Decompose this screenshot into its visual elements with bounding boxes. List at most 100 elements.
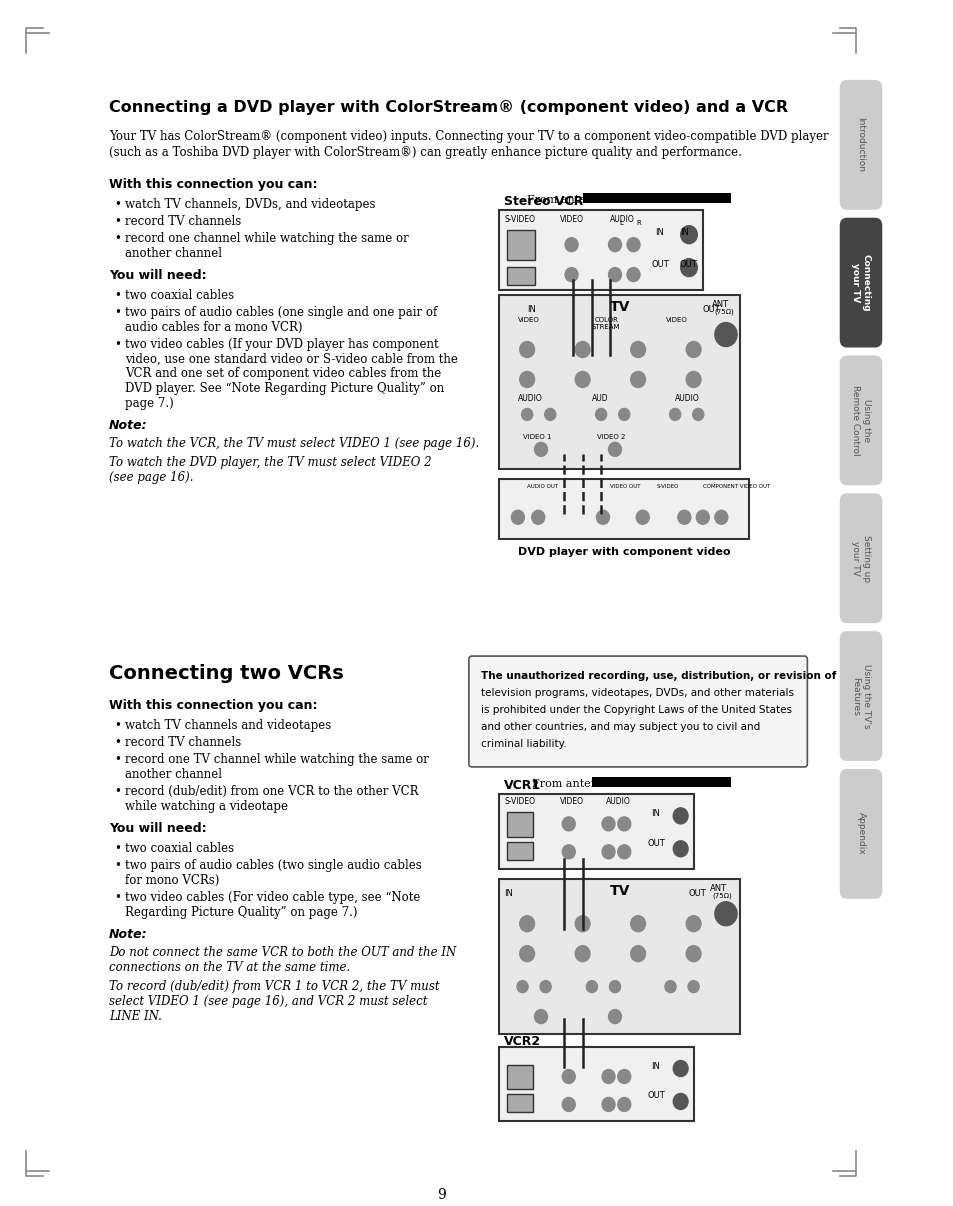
Text: Connecting a DVD player with ColorStream® (component video) and a VCR: Connecting a DVD player with ColorStream… — [109, 100, 787, 115]
Circle shape — [679, 226, 697, 244]
Text: •: • — [113, 198, 120, 211]
Circle shape — [692, 409, 703, 421]
Text: 9: 9 — [436, 1188, 445, 1202]
Text: Regarding Picture Quality” on page 7.): Regarding Picture Quality” on page 7.) — [125, 906, 357, 919]
Circle shape — [561, 1070, 575, 1083]
Text: Using the TV's
Features: Using the TV's Features — [850, 663, 870, 728]
Circle shape — [511, 510, 524, 525]
Text: VIDEO: VIDEO — [558, 797, 583, 806]
Text: To watch the VCR, the TV must select VIDEO 1 (see page 16).: To watch the VCR, the TV must select VID… — [109, 438, 478, 450]
Text: •: • — [113, 736, 120, 749]
Text: another channel: another channel — [125, 768, 222, 781]
Circle shape — [685, 371, 700, 387]
Text: IN: IN — [527, 305, 536, 314]
Circle shape — [575, 371, 589, 387]
Circle shape — [519, 371, 534, 387]
Circle shape — [673, 1094, 687, 1110]
Circle shape — [630, 946, 645, 961]
Text: two coaxial cables: two coaxial cables — [125, 842, 233, 855]
Text: IN: IN — [650, 809, 659, 818]
Circle shape — [534, 443, 547, 456]
Circle shape — [679, 258, 697, 276]
Text: for mono VCRs): for mono VCRs) — [125, 874, 219, 886]
Text: DVD player. See “Note Regarding Picture Quality” on: DVD player. See “Note Regarding Picture … — [125, 382, 444, 396]
Text: VCR and one set of component video cables from the: VCR and one set of component video cable… — [125, 368, 440, 380]
FancyBboxPatch shape — [498, 210, 702, 289]
Text: S-VIDEO: S-VIDEO — [503, 215, 535, 223]
FancyBboxPatch shape — [839, 631, 882, 761]
Circle shape — [630, 371, 645, 387]
Text: •: • — [113, 891, 120, 903]
Text: OUT: OUT — [688, 889, 706, 897]
Text: page 7.): page 7.) — [125, 398, 173, 410]
Circle shape — [608, 1009, 620, 1024]
Circle shape — [669, 409, 679, 421]
Text: •: • — [113, 338, 120, 351]
FancyBboxPatch shape — [468, 656, 806, 767]
Circle shape — [539, 980, 551, 993]
Bar — [506, 842, 532, 860]
Circle shape — [608, 268, 620, 282]
Circle shape — [630, 341, 645, 357]
Circle shape — [664, 980, 676, 993]
Text: OUT: OUT — [647, 839, 664, 848]
Bar — [506, 1095, 532, 1112]
Text: IN: IN — [650, 1061, 659, 1071]
Text: •: • — [113, 305, 120, 318]
Circle shape — [519, 946, 534, 961]
Circle shape — [517, 980, 528, 993]
Text: The unauthorized recording, use, distribution, or revision of: The unauthorized recording, use, distrib… — [480, 671, 836, 681]
Text: is prohibited under the Copyright Laws of the United States: is prohibited under the Copyright Laws o… — [480, 706, 791, 715]
Bar — [506, 1065, 532, 1089]
Text: record (dub/edit) from one VCR to the other VCR: record (dub/edit) from one VCR to the ot… — [125, 785, 418, 798]
FancyBboxPatch shape — [498, 294, 740, 469]
Text: two pairs of audio cables (one single and one pair of: two pairs of audio cables (one single an… — [125, 305, 436, 318]
Text: •: • — [113, 753, 120, 766]
Text: Using the
Remote Control: Using the Remote Control — [850, 385, 870, 456]
Text: IN: IN — [679, 228, 688, 236]
Text: connections on the TV at the same time.: connections on the TV at the same time. — [109, 961, 350, 973]
FancyBboxPatch shape — [839, 769, 882, 898]
Text: AUDIO OUT: AUDIO OUT — [527, 485, 558, 490]
Text: L: L — [619, 219, 623, 226]
Circle shape — [575, 946, 589, 961]
Text: •: • — [113, 785, 120, 798]
Text: watch TV channels and videotapes: watch TV channels and videotapes — [125, 719, 331, 732]
Circle shape — [609, 980, 619, 993]
Text: S-VIDEO: S-VIDEO — [656, 485, 679, 490]
Text: •: • — [113, 288, 120, 302]
Circle shape — [519, 341, 534, 357]
Text: LINE IN.: LINE IN. — [109, 1009, 162, 1023]
Circle shape — [519, 915, 534, 932]
Circle shape — [534, 1009, 547, 1024]
Text: OUT: OUT — [679, 259, 697, 269]
Text: video, use one standard video or S-video cable from the: video, use one standard video or S-video… — [125, 352, 457, 365]
Text: R: R — [636, 219, 640, 226]
Text: With this connection you can:: With this connection you can: — [109, 699, 317, 712]
Bar — [591, 777, 730, 786]
Circle shape — [673, 1060, 687, 1077]
Text: another channel: another channel — [125, 247, 222, 259]
Text: VCR1: VCR1 — [503, 779, 540, 792]
Text: Introduction: Introduction — [856, 117, 864, 172]
Text: and other countries, and may subject you to civil and: and other countries, and may subject you… — [480, 722, 760, 732]
Circle shape — [544, 409, 556, 421]
Text: You will need:: You will need: — [109, 821, 207, 835]
Text: Setting up
your TV: Setting up your TV — [850, 534, 870, 581]
Text: COLOR
STREAM: COLOR STREAM — [591, 316, 619, 329]
Circle shape — [687, 980, 699, 993]
FancyBboxPatch shape — [498, 479, 748, 539]
Text: VIDEO OUT: VIDEO OUT — [610, 485, 640, 490]
Circle shape — [678, 510, 690, 525]
Text: watch TV channels, DVDs, and videotapes: watch TV channels, DVDs, and videotapes — [125, 198, 375, 211]
Circle shape — [596, 510, 609, 525]
Circle shape — [618, 409, 629, 421]
Circle shape — [531, 510, 544, 525]
Text: Note:: Note: — [109, 927, 148, 941]
Text: OUT: OUT — [650, 259, 668, 269]
Text: Connecting
your TV: Connecting your TV — [850, 253, 870, 311]
Text: AUDIO: AUDIO — [675, 394, 700, 404]
Circle shape — [626, 238, 639, 252]
Circle shape — [618, 816, 630, 831]
Text: IN: IN — [503, 889, 513, 897]
